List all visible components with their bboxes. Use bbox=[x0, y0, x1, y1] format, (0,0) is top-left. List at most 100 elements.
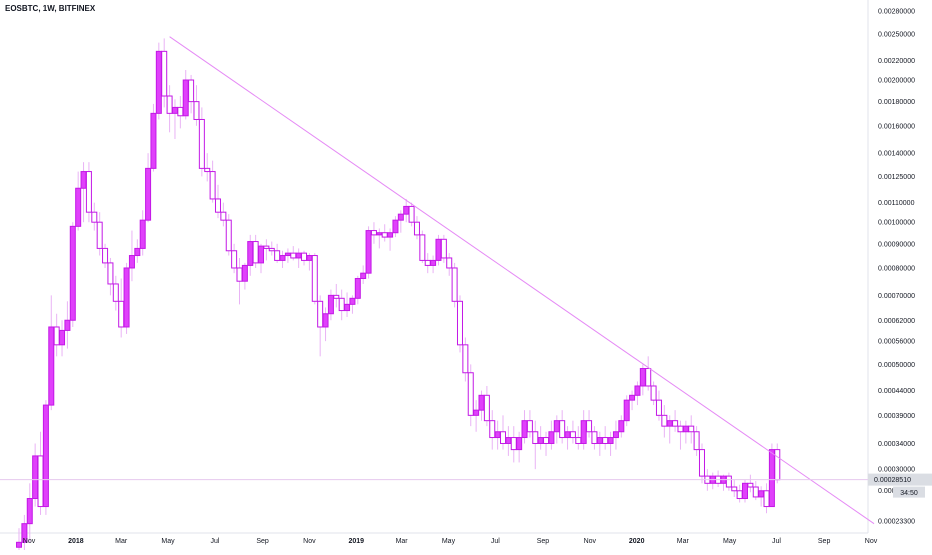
candle-body-down bbox=[102, 247, 109, 264]
price-tick-label: 0.00030000 bbox=[878, 467, 915, 474]
candle-body-up bbox=[123, 267, 130, 328]
time-tick-label: Sep bbox=[818, 538, 831, 545]
price-tick-label: 0.00044000 bbox=[878, 388, 915, 395]
price-axis-panel[interactable] bbox=[868, 0, 932, 550]
candle-body-down bbox=[586, 420, 593, 433]
candle-body-down bbox=[370, 230, 377, 236]
time-tick-label: May bbox=[442, 538, 456, 545]
candle-body-down bbox=[752, 486, 759, 498]
candle-body-down bbox=[311, 255, 318, 302]
candle-body-down bbox=[37, 455, 44, 508]
price-tick-label: 0.00090000 bbox=[878, 241, 915, 248]
price-tick-label: 0.00110000 bbox=[878, 200, 915, 207]
candle-body-up bbox=[580, 420, 587, 444]
candle-body-down bbox=[693, 431, 700, 451]
candle-body-down bbox=[301, 252, 308, 261]
time-tick-label: May bbox=[723, 538, 737, 545]
candle-body-down bbox=[220, 211, 227, 221]
candle-body-down bbox=[236, 267, 243, 282]
candle-body-up bbox=[365, 230, 372, 274]
candle-body-down bbox=[440, 238, 447, 259]
candle-body-up bbox=[360, 272, 367, 279]
candle-body-down bbox=[774, 449, 781, 481]
candle-body-down bbox=[381, 232, 388, 238]
candle-body-down bbox=[543, 437, 550, 444]
time-tick-label: Mar bbox=[677, 538, 690, 545]
candle-body-down bbox=[161, 50, 168, 97]
candle-body-up bbox=[521, 420, 528, 439]
candle-body-up bbox=[150, 112, 157, 169]
candle-body-up bbox=[69, 225, 76, 321]
time-axis-ticks: Nov 2018 Mar May Jul Sep Nov 2019 Mar May Jul Sep No… bbox=[23, 538, 878, 545]
price-tick-label: 0.00034000 bbox=[878, 441, 915, 448]
time-tick-label: Sep bbox=[537, 538, 550, 545]
candle-body-down bbox=[532, 431, 539, 444]
candle-body-up bbox=[21, 523, 28, 543]
candle-body-up bbox=[241, 264, 248, 282]
time-tick-label: Mar bbox=[115, 538, 128, 545]
time-tick-label: 2020 bbox=[629, 538, 645, 545]
price-tick-label: 0.00050000 bbox=[878, 362, 915, 369]
price-tick-label: 0.00250000 bbox=[878, 32, 915, 39]
candle-body-up bbox=[128, 255, 135, 269]
candle-body-down bbox=[263, 245, 270, 249]
price-tick-label: 0.00140000 bbox=[878, 151, 915, 158]
trendline bbox=[169, 36, 875, 525]
candle-body-up bbox=[537, 437, 544, 444]
chart-title: EOSBTC, 1W, BITFINEX bbox=[5, 4, 96, 13]
candle-body-up bbox=[494, 431, 501, 439]
candles-layer bbox=[16, 38, 781, 555]
candle-body-down bbox=[268, 247, 275, 252]
candle-body-down bbox=[483, 394, 490, 422]
trendline-layer bbox=[169, 36, 875, 525]
candle-body-down bbox=[408, 205, 415, 223]
candle-body-up bbox=[618, 420, 625, 433]
time-tick-label: Mar bbox=[396, 538, 409, 545]
price-tick-label: 0.00023300 bbox=[878, 519, 915, 526]
candle-body-up bbox=[155, 50, 162, 114]
candle-body-up bbox=[182, 79, 189, 117]
candle-body-down bbox=[166, 95, 173, 114]
price-tick-label: 0.00180000 bbox=[878, 99, 915, 106]
candle-body-down bbox=[467, 372, 474, 416]
price-tick-label: 0.00056000 bbox=[878, 339, 915, 346]
price-tick-label: 0.00100000 bbox=[878, 220, 915, 227]
candle-body-up bbox=[742, 482, 749, 500]
price-tick-label: 0.00080000 bbox=[878, 265, 915, 272]
price-tags: 0.00028510 0.0002 34:50 bbox=[868, 473, 932, 498]
candle-body-up bbox=[75, 187, 82, 227]
candle-body-up bbox=[354, 277, 361, 299]
candle-body-down bbox=[177, 106, 184, 117]
candle-body-down bbox=[559, 420, 566, 439]
candle-body-down bbox=[569, 431, 576, 439]
candle-body-up bbox=[134, 247, 141, 257]
candle-body-down bbox=[118, 300, 125, 328]
candle-body-down bbox=[736, 490, 743, 500]
candle-body-down bbox=[188, 79, 195, 103]
candle-body-down bbox=[650, 385, 657, 401]
price-tick-label: 0.00280000 bbox=[878, 9, 915, 16]
candle-body-up bbox=[435, 238, 442, 261]
candle-body-down bbox=[193, 101, 200, 120]
candle-body-up bbox=[344, 303, 351, 312]
candle-body-down bbox=[231, 250, 238, 269]
candle-body-up bbox=[376, 232, 383, 236]
candle-body-up bbox=[473, 409, 480, 416]
price-tick-label: 0.00039000 bbox=[878, 413, 915, 420]
candle-body-up bbox=[80, 171, 87, 189]
candle-body-down bbox=[204, 167, 211, 173]
candle-body-up bbox=[48, 326, 55, 406]
candle-body-up bbox=[768, 449, 775, 508]
candle-body-up bbox=[387, 232, 394, 238]
candle-body-up bbox=[59, 329, 66, 346]
candle-body-down bbox=[725, 475, 732, 488]
candle-body-down bbox=[209, 171, 216, 200]
candle-body-up bbox=[295, 252, 302, 259]
candle-body-up bbox=[478, 394, 485, 411]
time-tick-label: 2018 bbox=[68, 538, 84, 545]
candle-body-down bbox=[731, 486, 738, 492]
time-tick-label: Nov bbox=[865, 538, 878, 545]
candle-body-down bbox=[290, 252, 297, 259]
candle-body-down bbox=[419, 234, 426, 261]
